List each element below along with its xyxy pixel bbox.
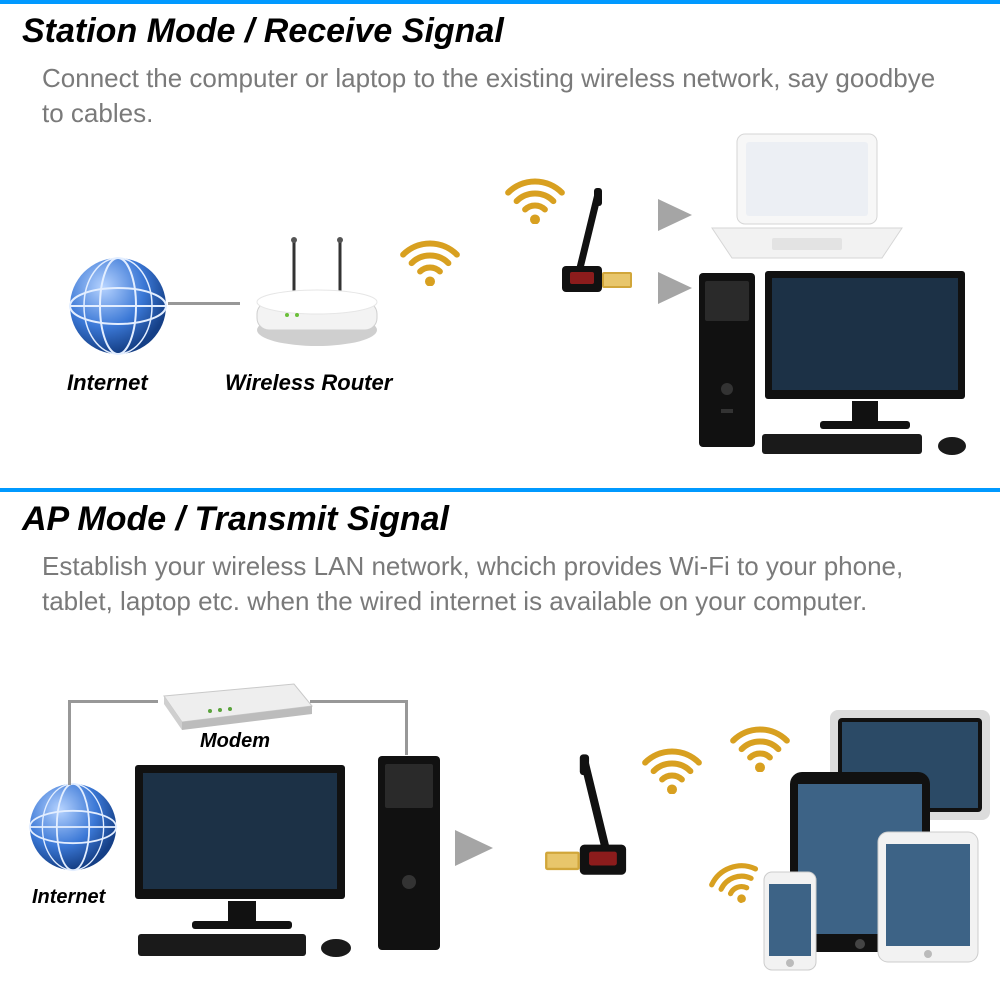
desktop-tower-icon	[370, 752, 452, 957]
globe-icon	[68, 256, 168, 356]
ap-section: AP Mode / Transmit Signal Establish your…	[0, 492, 1000, 1000]
ap-title: AP Mode / Transmit Signal	[0, 492, 1000, 539]
arrow-right-icon	[658, 199, 698, 236]
modem-h-line	[68, 700, 158, 703]
globe-icon	[28, 782, 118, 872]
usb-adapter-icon	[550, 186, 645, 316]
desktop-tower-icon	[693, 269, 765, 454]
internet-label: Internet	[67, 370, 148, 396]
wifi-icon	[701, 845, 768, 912]
modem-icon	[154, 666, 316, 736]
laptop-icon	[702, 128, 912, 268]
monitor-icon	[760, 266, 975, 456]
wifi-icon	[400, 226, 460, 286]
modem-label: Modem	[200, 730, 270, 753]
station-desc: Connect the computer or laptop to the ex…	[0, 51, 1000, 131]
station-diagram: Internet Wireless Router	[0, 134, 1000, 484]
station-section: Station Mode / Receive Signal Connect th…	[0, 4, 1000, 488]
devices-group	[760, 702, 1000, 972]
monitor-icon	[130, 760, 360, 960]
wifi-icon	[642, 734, 702, 794]
arrow-right-icon	[455, 830, 499, 871]
modem-right-line	[310, 700, 408, 703]
ap-desc: Establish your wireless LAN network, whc…	[0, 539, 1000, 619]
globe-up-line	[68, 700, 71, 785]
ap-diagram: Internet Modem	[0, 652, 1000, 992]
station-title: Station Mode / Receive Signal	[0, 4, 1000, 51]
router-icon	[242, 230, 392, 330]
globe-router-line	[168, 302, 240, 305]
router-label: Wireless Router	[225, 370, 392, 396]
internet-label: Internet	[32, 886, 105, 909]
tower-down-line	[405, 700, 408, 755]
arrow-right-icon	[658, 272, 698, 309]
usb-adapter-icon	[530, 752, 640, 902]
